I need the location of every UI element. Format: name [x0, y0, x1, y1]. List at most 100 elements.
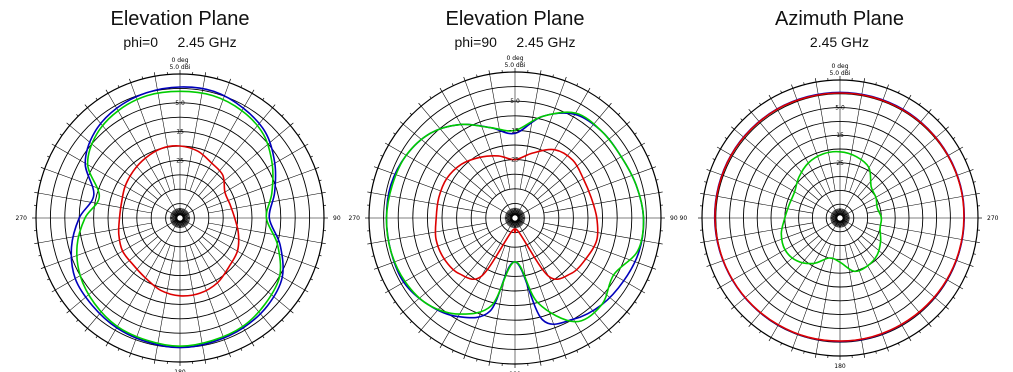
chart-subtitle: phi=0 2.45 GHz [123, 34, 237, 50]
grid-spoke [206, 168, 316, 209]
ring-label: -25 [174, 157, 184, 164]
outer-tick [76, 319, 79, 322]
grid-spoke [720, 148, 841, 219]
outer-tick [937, 315, 940, 318]
outer-tick [730, 126, 735, 130]
grid-spoke [201, 125, 291, 200]
grid-spoke [770, 217, 841, 338]
outer-tick [129, 78, 132, 83]
grid-spoke [208, 192, 322, 214]
grid-spoke [734, 235, 820, 307]
series-line-1 [780, 150, 883, 273]
outer-tick [959, 146, 964, 150]
outer-tick [975, 192, 980, 195]
chart-subtitle: phi=90 2.45 GHz [454, 34, 576, 50]
outer-tick [617, 112, 621, 116]
grid-spoke [184, 76, 206, 190]
grid-spoke [69, 236, 159, 311]
ring-label: -25 [509, 157, 519, 164]
outer-tick [641, 290, 646, 294]
grid-spoke [543, 222, 659, 244]
outer-tick [321, 242, 326, 245]
outer-tick [716, 286, 721, 290]
outer-tick [863, 78, 866, 83]
outer-tick [748, 108, 752, 113]
outer-tick [655, 255, 659, 257]
grid-spoke [860, 129, 946, 201]
chart-title: Elevation Plane [445, 8, 585, 30]
outer-tick [51, 289, 56, 293]
outer-tick [908, 94, 912, 99]
outer-tick [40, 167, 45, 170]
outer-tick [952, 296, 956, 299]
outer-tick [608, 329, 612, 334]
outer-tick [476, 74, 478, 78]
grid-spoke [815, 245, 836, 354]
grid-spoke [815, 82, 836, 191]
outer-tick [117, 348, 120, 351]
outer-tick [153, 359, 156, 364]
outer-tick [587, 87, 591, 92]
outer-tick [712, 276, 716, 278]
grid-spoke [55, 145, 181, 219]
outer-tick [476, 358, 478, 362]
outer-tick [315, 266, 320, 269]
grid-spoke [208, 222, 322, 244]
grid-spoke [704, 193, 813, 214]
outer-tick [304, 143, 309, 147]
grid-spoke [770, 98, 841, 219]
outer-tick [66, 122, 70, 126]
outer-tick [712, 158, 716, 160]
outer-tick [290, 310, 294, 314]
outer-tick [969, 169, 974, 172]
outer-tick [141, 76, 144, 79]
series-line-2 [714, 92, 965, 342]
series-line-2 [434, 148, 599, 281]
outer-tick [704, 181, 707, 183]
outer-tick [724, 296, 728, 299]
ring-label: -5.0 [173, 100, 185, 107]
outer-tick [204, 359, 207, 364]
outer-tick [47, 155, 50, 158]
outer-tick [552, 74, 554, 78]
outer-tick [886, 347, 889, 352]
outer-tick [319, 179, 322, 182]
outer-tick [380, 279, 383, 282]
outer-tick [748, 323, 752, 328]
outer-tick [384, 142, 389, 146]
outer-tick [576, 83, 579, 86]
outer-tick [655, 179, 659, 181]
outer-tick [95, 335, 98, 339]
grid-spoke [189, 244, 230, 354]
outer-tick [141, 357, 144, 360]
grid-spoke [734, 129, 820, 201]
grid-spoke [857, 112, 929, 198]
ring-label: -25 [834, 160, 844, 167]
outer-tick [975, 241, 980, 244]
angle-label-left: 270 [16, 215, 28, 222]
grid-spoke [710, 227, 815, 266]
grid-spoke [489, 246, 511, 362]
grid-spoke [38, 222, 152, 244]
scale-label-top: 5.0 dBi [169, 64, 190, 71]
outer-tick [310, 278, 313, 281]
ring-label: -15 [834, 132, 844, 139]
outer-tick [875, 351, 877, 354]
outer-tick [700, 192, 705, 195]
outer-tick [886, 84, 889, 89]
outer-tick [393, 301, 396, 304]
outer-tick [945, 306, 950, 310]
outer-tick [759, 102, 762, 106]
series-line-2 [117, 145, 240, 297]
outer-tick [371, 179, 375, 181]
outer-tick [310, 155, 313, 158]
outer-tick [969, 264, 974, 267]
grid-spoke [849, 88, 888, 193]
grid-spoke [189, 82, 230, 192]
outer-tick [724, 137, 728, 140]
grid-spoke [792, 88, 831, 193]
grid-spoke [844, 245, 865, 354]
outer-tick [47, 278, 50, 281]
